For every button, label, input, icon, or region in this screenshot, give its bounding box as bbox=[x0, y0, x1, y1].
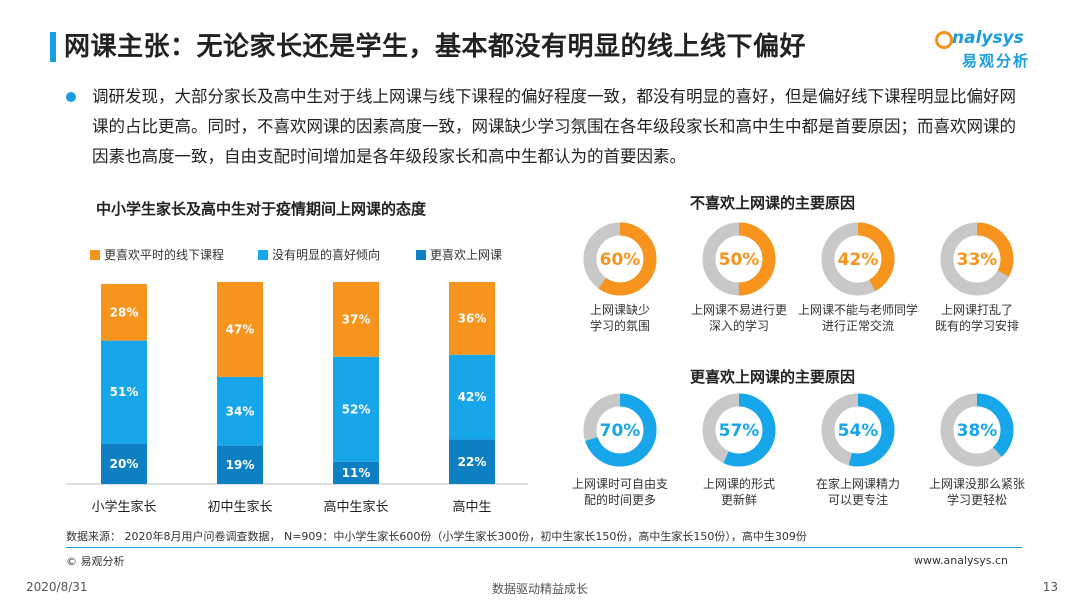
donut-label-line: 更新鲜 bbox=[720, 493, 757, 507]
bar-segment bbox=[449, 282, 495, 355]
legend-label-offline: 更喜欢平时的线下课程 bbox=[104, 248, 225, 262]
donut-label-line: 配的时间更多 bbox=[583, 493, 656, 507]
donut-category-label: 上网课不易进行更 深入的学习 bbox=[677, 302, 801, 334]
bar-value-label: 20% bbox=[110, 457, 139, 471]
donut-label-line: 上网课不能与老师同学 bbox=[797, 303, 918, 317]
bar-value-label: 11% bbox=[342, 466, 371, 480]
like-chart-title: 更喜欢上网课的主要原因 bbox=[690, 368, 856, 386]
donut-value-label: 60% bbox=[600, 250, 641, 270]
donut-arc bbox=[583, 222, 657, 296]
donut-label-line: 学习更轻松 bbox=[946, 493, 1007, 507]
x-tick-label: 小学生家长 bbox=[91, 499, 156, 515]
x-tick-label: 初中生家长 bbox=[207, 499, 272, 515]
donut-label-line: 上网课的形式 bbox=[702, 477, 775, 491]
donut-label-line: 上网课缺少 bbox=[589, 303, 650, 317]
bar-segment bbox=[101, 443, 147, 484]
donut-arc bbox=[821, 222, 895, 296]
donut-arc bbox=[702, 393, 776, 467]
footer-slogan: 数据驱动精益成长 bbox=[491, 582, 588, 596]
x-tick-label: 高中生家长 bbox=[323, 499, 388, 515]
donut-category-label: 上网课的形式 更新鲜 bbox=[677, 476, 801, 508]
bar-segment bbox=[217, 282, 263, 377]
copyright: © 易观分析 bbox=[66, 555, 125, 568]
donut-label-line: 在家上网课精力 bbox=[815, 477, 900, 491]
donut-value-label: 54% bbox=[838, 421, 879, 441]
donut-value-label: 57% bbox=[719, 421, 760, 441]
bar-segment bbox=[217, 376, 263, 446]
bar-segment bbox=[449, 354, 495, 440]
page-title: 网课主张：无论家长还是学生，基本都没有明显的线上线下偏好 bbox=[64, 32, 807, 62]
bar-segment bbox=[449, 439, 495, 484]
donut-category-label: 上网课没那么紧张 学习更轻松 bbox=[915, 476, 1039, 508]
donut-value-label: 38% bbox=[957, 421, 998, 441]
bar-value-label: 36% bbox=[458, 311, 487, 325]
legend-swatch-dark-blue bbox=[416, 249, 426, 260]
donut-value-label: 42% bbox=[838, 250, 879, 270]
donut-category-label: 上网课缺少学习的氛围 bbox=[558, 302, 682, 334]
bar-value-label: 37% bbox=[342, 312, 371, 326]
bullet-dot-icon bbox=[66, 92, 76, 102]
logo-mark-icon bbox=[935, 31, 953, 49]
bar-segment bbox=[101, 284, 147, 341]
donut-label-line: 上网课不易进行更 bbox=[690, 303, 787, 317]
donut-category-label: 上网课打乱了 既有的学习安排 bbox=[915, 302, 1039, 334]
logo-text-en: nalysys bbox=[952, 28, 1024, 48]
donut-arc bbox=[583, 393, 657, 467]
donut-label-line: 进行正常交流 bbox=[821, 319, 894, 333]
footer-divider bbox=[66, 547, 1022, 548]
donut-label-line: 上网课没那么紧张 bbox=[928, 477, 1025, 491]
donut-arc bbox=[940, 222, 1014, 296]
data-source: 数据来源： 2020年8月用户问卷调查数据， N=909：中小学生家长600份（… bbox=[66, 530, 807, 543]
donut-value-label: 70% bbox=[600, 421, 641, 441]
legend-label-neutral: 没有明显的喜好倾向 bbox=[272, 248, 381, 262]
donut-category-label: 上网课不能与老师同学 进行正常交流 bbox=[796, 302, 920, 334]
site-url: www.analysys.cn bbox=[914, 554, 1008, 567]
title-accent-bar bbox=[50, 32, 56, 62]
legend-label-online: 更喜欢上网课 bbox=[430, 248, 503, 262]
donut-value-label: 33% bbox=[957, 250, 998, 270]
bar-value-label: 51% bbox=[110, 385, 139, 399]
donut-arc bbox=[821, 393, 895, 467]
bar-chart-title: 中小学生家长及高中生对于疫情期间上网课的态度 bbox=[96, 200, 427, 218]
donut-label-line: 上网课时可自由支 bbox=[571, 477, 668, 491]
donut-label-line: 上网课打乱了 bbox=[940, 303, 1013, 317]
dislike-chart-title: 不喜欢上网课的主要原因 bbox=[690, 194, 856, 212]
bar-segment bbox=[217, 445, 263, 484]
bar-segment bbox=[333, 356, 379, 462]
bar-value-label: 52% bbox=[342, 402, 371, 416]
bar-segment bbox=[101, 340, 147, 444]
bar-value-label: 28% bbox=[110, 305, 139, 319]
donut-label-line: 学习的氛围 bbox=[589, 319, 650, 333]
brand-logo: nalysys 易观分析 bbox=[934, 28, 1044, 76]
donut-arc bbox=[940, 393, 1014, 467]
footer-date: 2020/8/31 bbox=[26, 580, 88, 594]
donut-category-label: 在家上网课精力 可以更专注 bbox=[796, 476, 920, 508]
bar-value-label: 47% bbox=[226, 322, 255, 336]
page-number: 13 bbox=[1042, 580, 1058, 594]
bar-value-label: 19% bbox=[226, 458, 255, 472]
bar-value-label: 22% bbox=[458, 455, 487, 469]
bar-segment bbox=[333, 461, 379, 484]
donut-label-line: 可以更专注 bbox=[827, 493, 888, 507]
legend-swatch-blue bbox=[258, 249, 268, 260]
bar-segment bbox=[333, 282, 379, 357]
legend-swatch-orange bbox=[90, 249, 100, 260]
x-tick-label: 高中生 bbox=[452, 499, 491, 515]
legend-item-neutral: 没有明显的喜好倾向 bbox=[258, 246, 380, 263]
donut-arc bbox=[702, 222, 776, 296]
donut-value-label: 50% bbox=[719, 250, 760, 270]
legend-item-online: 更喜欢上网课 bbox=[416, 246, 502, 263]
logo-text-cn: 易观分析 bbox=[962, 52, 1031, 70]
bar-value-label: 34% bbox=[226, 404, 255, 418]
donut-label-line: 既有的学习安排 bbox=[934, 319, 1019, 333]
intro-paragraph: 调研发现，大部分家长及高中生对于线上网课与线下课程的偏好程度一致，都没有明显的喜… bbox=[92, 87, 1016, 166]
donut-category-label: 上网课时可自由支 配的时间更多 bbox=[558, 476, 682, 508]
bar-value-label: 42% bbox=[458, 390, 487, 404]
legend-item-offline: 更喜欢平时的线下课程 bbox=[90, 246, 224, 263]
donut-label-line: 深入的学习 bbox=[708, 319, 769, 333]
